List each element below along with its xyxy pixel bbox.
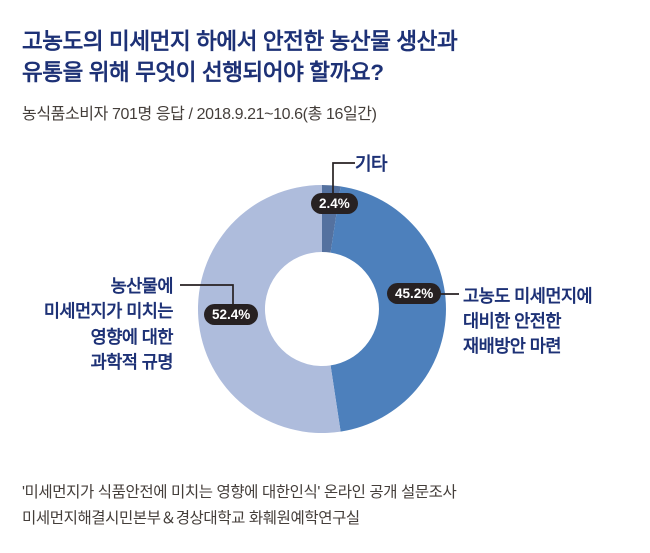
chart-subtitle: 농식품소비자 701명 응답 / 2018.9.21~10.6(총 16일간): [22, 106, 377, 123]
source-note-line-2: 미세먼지해결시민본부＆경상대학교 화훼원예학연구실: [22, 509, 360, 527]
chart-title-line-1: 고농도의 미세먼지 하에서 안전한 농산물 생산과: [22, 29, 458, 54]
value-badge-other: 2.4%: [311, 193, 358, 214]
label-right-segment: 고농도 미세먼지에 대비한 안전한 재배방안 마련: [463, 284, 593, 359]
value-badge-right: 45.2%: [387, 283, 442, 304]
chart-title: 고농도의 미세먼지 하에서 안전한 농산물 생산과 유통을 위해 무엇이 선행되…: [22, 26, 458, 88]
label-left-segment: 농산물에 미세먼지가 미치는 영향에 대한 과학적 규명: [23, 274, 174, 375]
label-left-line-2: 미세먼지가 미치는: [43, 301, 174, 322]
label-left-line-1: 농산물에: [110, 276, 174, 296]
value-badge-left: 52.4%: [204, 304, 259, 325]
label-other: 기타: [355, 154, 388, 174]
connector-line-other: [332, 162, 355, 194]
label-left-line-4: 과학적 규명: [90, 351, 174, 372]
label-right-line-1: 고농도 미세먼지에: [463, 286, 593, 306]
label-right-line-2: 대비한 안전한: [463, 311, 561, 331]
label-right-line-3: 재배방안 마련: [463, 336, 561, 356]
donut-segment: [197, 184, 341, 433]
chart-title-line-2: 유통을 위해 무엇이 선행되어야 할까요?: [22, 60, 384, 85]
donut-rings: [197, 184, 446, 433]
donut-segment: [330, 186, 446, 432]
label-left-line-3: 영향에 대한: [90, 326, 174, 347]
connector-line-left: [180, 284, 234, 305]
source-note: '미세먼지가 식품안전에 미치는 영향에 대한인식' 온라인 공개 설문조사 미…: [22, 480, 457, 531]
source-note-line-1: '미세먼지가 식품안전에 미치는 영향에 대한인식' 온라인 공개 설문조사: [22, 484, 457, 501]
